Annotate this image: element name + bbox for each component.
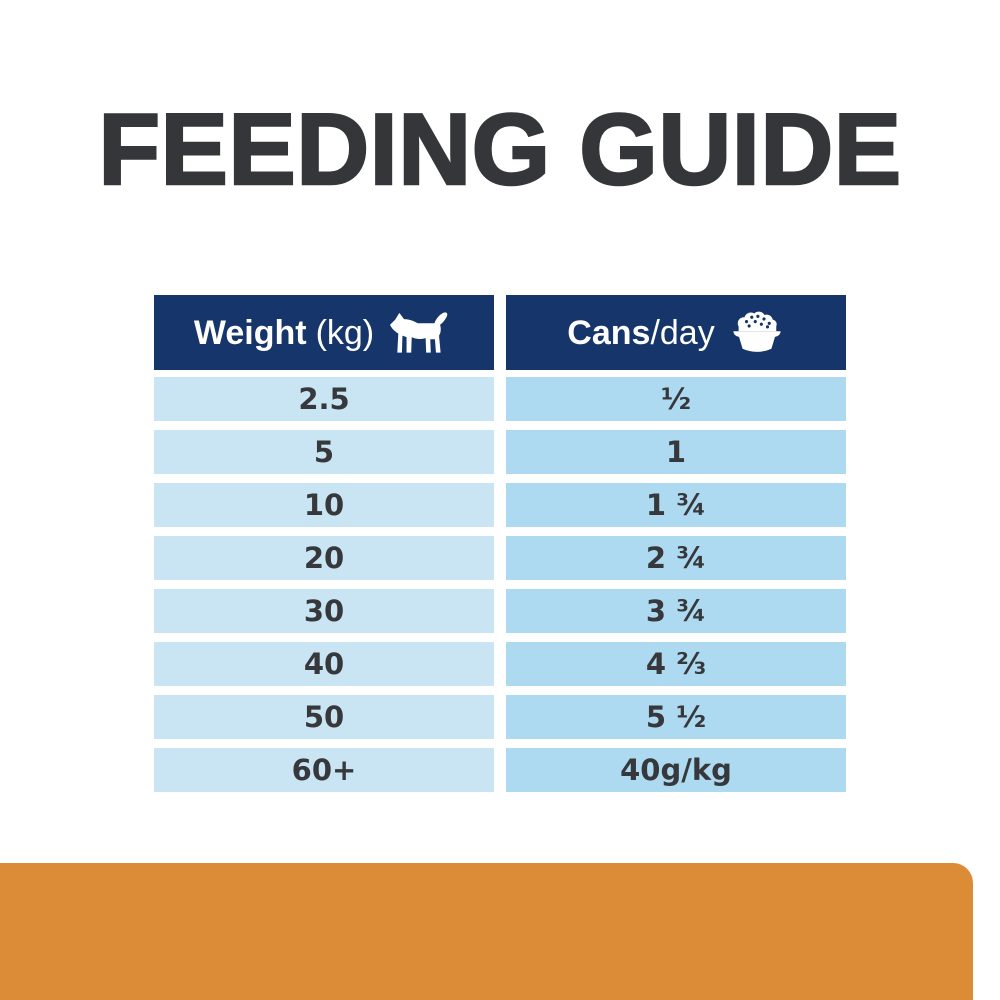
cans-cell: 1 [506,430,846,474]
cans-cell: 1 ¾ [506,483,846,527]
table-row: 40 4 ⅔ [154,642,846,686]
cans-cell: 2 ¾ [506,536,846,580]
weight-cell: 20 [154,536,494,580]
dog-icon [388,309,454,357]
weight-cell: 10 [154,483,494,527]
weight-cell: 60+ [154,748,494,792]
table-row: 2.5 ½ [154,377,846,421]
cans-header-cell: Cans /day [506,295,846,370]
weight-cell: 30 [154,589,494,633]
weight-header-cell: Weight (kg) [154,295,494,370]
cans-cell: ½ [506,377,846,421]
weight-unit-label: (kg) [315,313,375,352]
table-row: 10 1 ¾ [154,483,846,527]
weight-cell: 50 [154,695,494,739]
table-row: 50 5 ½ [154,695,846,739]
cans-cell: 3 ¾ [506,589,846,633]
weight-header-label: Weight [193,313,307,352]
cans-cell: 5 ½ [506,695,846,739]
table-row: 30 3 ¾ [154,589,846,633]
cans-unit-label: /day [650,313,715,352]
cans-header-label: Cans [567,313,651,352]
table-header-row: Weight (kg) Cans /day [154,295,846,370]
footer-orange-bar [0,863,973,1000]
page-title: FEEDING GUIDE [97,94,902,206]
table-row: 60+ 40g/kg [154,748,846,792]
feeding-table: Weight (kg) Cans /day [154,295,846,801]
weight-cell: 5 [154,430,494,474]
weight-cell: 2.5 [154,377,494,421]
cans-cell: 4 ⅔ [506,642,846,686]
food-bowl-icon [729,308,785,358]
weight-cell: 40 [154,642,494,686]
table-row: 20 2 ¾ [154,536,846,580]
cans-cell: 40g/kg [506,748,846,792]
table-row: 5 1 [154,430,846,474]
